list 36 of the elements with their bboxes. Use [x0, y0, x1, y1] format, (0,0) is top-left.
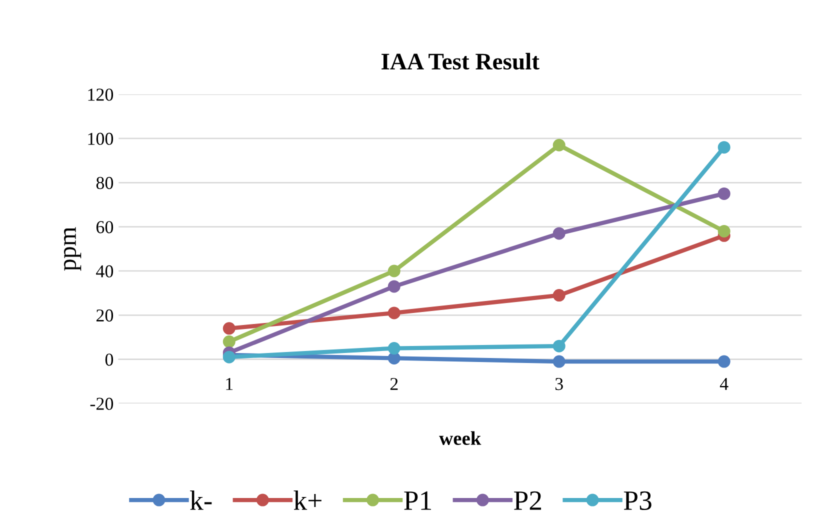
y-tick-label: 20 [96, 309, 114, 322]
y-tick-label: -20 [90, 398, 114, 410]
point [718, 187, 730, 200]
y-tick-label: 100 [88, 132, 114, 145]
point [388, 342, 400, 355]
legend-label: P1 [404, 491, 431, 510]
point [222, 322, 236, 335]
x-axis-title: week [439, 431, 482, 445]
point [552, 340, 566, 352]
legend-label: P3 [624, 491, 652, 510]
y-tick-label: 60 [96, 221, 114, 234]
point [552, 355, 566, 368]
legend-label: k- [190, 490, 212, 510]
x-tick-label: 1 [226, 378, 233, 390]
point [718, 141, 730, 154]
y-tick-label: 0 [105, 354, 114, 366]
x-tick-label: 3 [555, 378, 563, 390]
point [552, 289, 566, 302]
y-tick-label: 120 [88, 88, 114, 101]
point [718, 224, 730, 238]
point [222, 335, 236, 348]
point [388, 352, 400, 364]
point [552, 227, 566, 240]
legend-label: P2 [514, 491, 542, 510]
y-tick-label: 80 [96, 176, 114, 190]
point [552, 138, 566, 152]
y-tick-label: 40 [96, 265, 114, 278]
x-tick-label: 2 [390, 378, 398, 390]
point [388, 264, 400, 278]
x-tick-label: 4 [720, 378, 728, 390]
chart-title: IAA Test Result [382, 52, 540, 70]
point [388, 306, 400, 320]
legend-label: k+ [294, 490, 322, 510]
point [388, 280, 400, 293]
y-axis-title: ppm [64, 227, 82, 271]
point [718, 355, 730, 368]
